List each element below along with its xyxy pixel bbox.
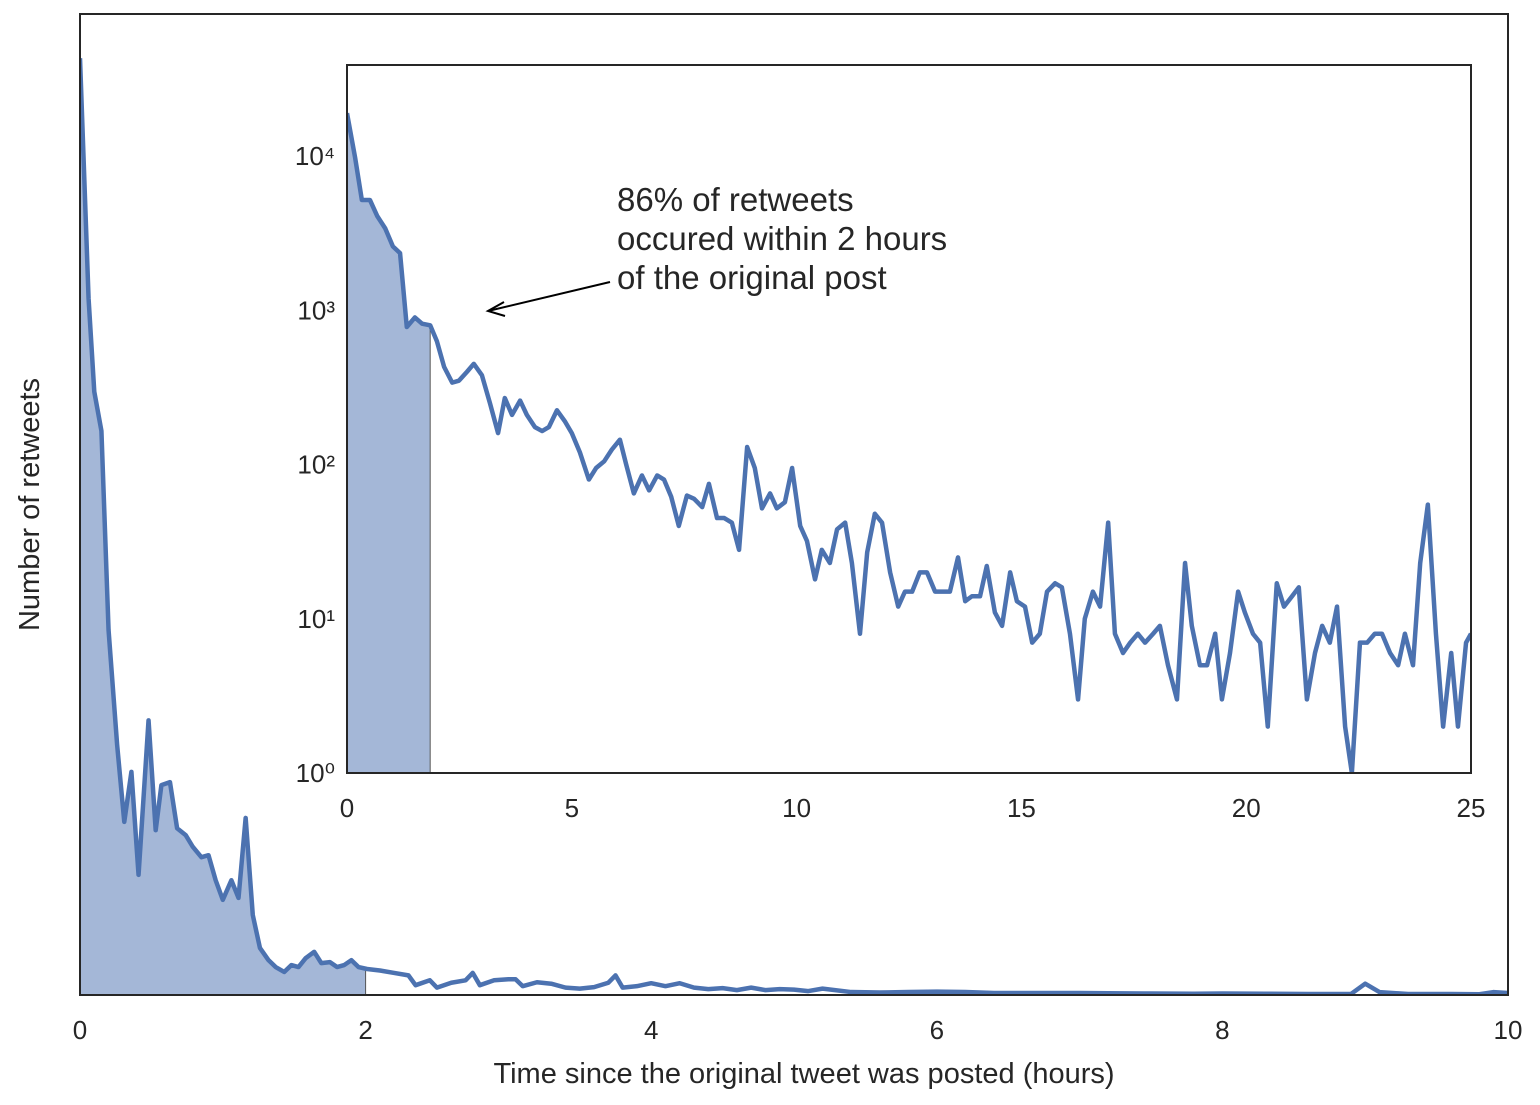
x-axis-label: Time since the original tweet was posted… [493,1058,1114,1090]
shaded-area [347,113,431,773]
annotation-line: of the original post [617,259,887,296]
annotation-line: occured within 2 hours [617,220,947,257]
plot-frame [346,64,1472,774]
y-tick-label: 10⁰ [296,758,335,788]
x-tick-label: 2 [358,1015,372,1045]
data-line [347,112,1471,773]
y-tick-label: 10⁴ [295,141,335,171]
inset-plot: 0 5 10 15 20 25 10⁰ 10¹ 10² 10³ 10⁴ [295,64,1486,823]
x-tick-label: 4 [644,1015,658,1045]
x-tick-label: 15 [1007,793,1036,823]
annotation-line: 86% of retweets [617,181,854,218]
x-tick-label: 25 [1457,793,1486,823]
y-tick-label: 10² [297,450,335,480]
x-tick-label: 6 [930,1015,944,1045]
arrow-head [485,301,506,317]
x-tick-label: 20 [1232,793,1261,823]
annotation-arrow [487,281,611,312]
plot-frame [79,13,1509,996]
x-tick-label: 5 [565,793,579,823]
plot-background [347,65,1471,773]
x-tick-label: 10 [1494,1015,1523,1045]
shaded-area [80,58,366,995]
x-tick-label: 0 [340,793,354,823]
y-tick-label: 10¹ [297,604,335,634]
x-tick-label: 10 [782,793,811,823]
y-tick-label: 10³ [297,295,335,325]
x-tick-label: 0 [73,1015,87,1045]
data-line [80,58,1508,995]
annotation: 86% of retweets occured within 2 hours o… [485,181,947,317]
x-tick-label: 8 [1215,1015,1229,1045]
y-axis-label: Number of retweets [14,378,46,631]
